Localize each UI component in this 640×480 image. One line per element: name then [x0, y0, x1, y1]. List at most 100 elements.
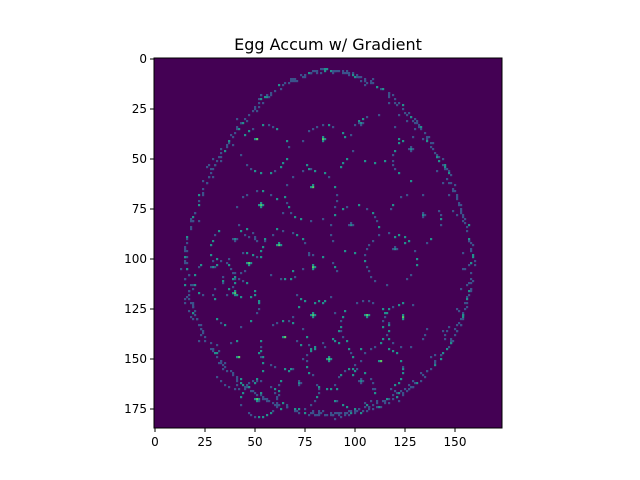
heatmap-cell	[378, 360, 381, 363]
heatmap-cell	[188, 290, 191, 293]
heatmap-cell	[276, 244, 279, 247]
heatmap-cell	[394, 150, 397, 153]
heatmap-cell	[234, 292, 237, 295]
heatmap-cell	[276, 396, 279, 399]
heatmap-cell	[264, 240, 267, 243]
heatmap-cell	[342, 316, 345, 319]
heatmap-cell	[198, 292, 201, 295]
heatmap-cell	[344, 310, 347, 313]
heatmap-cell	[312, 314, 315, 317]
heatmap-cell	[230, 370, 233, 373]
heatmap-cell	[416, 264, 419, 267]
heatmap-cell	[446, 178, 449, 181]
heatmap-cell	[260, 256, 263, 259]
heatmap-cell	[316, 72, 319, 75]
heatmap-cell	[230, 134, 233, 137]
heatmap-cell	[382, 326, 385, 329]
heatmap-cell	[456, 214, 459, 217]
heatmap-cell	[244, 234, 247, 237]
heatmap-cell	[198, 220, 201, 223]
heatmap-cell	[356, 74, 359, 77]
heatmap-cell	[184, 250, 187, 253]
heatmap-cell	[250, 262, 253, 265]
heatmap-cell	[408, 388, 411, 391]
heatmap-cell	[214, 234, 217, 237]
heatmap-cell	[410, 274, 413, 277]
heatmap-cell	[274, 388, 277, 391]
heatmap-cell	[222, 276, 225, 279]
heatmap-cell	[222, 368, 225, 371]
heatmap-cell	[456, 330, 459, 333]
heatmap-cell	[396, 248, 399, 251]
heatmap-cell	[262, 102, 265, 105]
heatmap-cell	[458, 204, 461, 207]
heatmap-cell	[464, 268, 467, 271]
heatmap-cell	[256, 380, 259, 383]
heatmap-cell	[354, 252, 357, 255]
heatmap-cell	[292, 270, 295, 273]
heatmap-cell	[244, 270, 247, 273]
heatmap-cell	[282, 162, 285, 165]
heatmap-cell	[314, 346, 317, 349]
heatmap-cell	[260, 340, 263, 343]
heatmap-cell	[310, 412, 313, 415]
heatmap-cell	[246, 386, 249, 389]
heatmap-cell	[192, 306, 195, 309]
heatmap-cell	[304, 408, 307, 411]
heatmap-cell	[346, 206, 349, 209]
heatmap-cell	[290, 78, 293, 81]
heatmap-cell	[442, 352, 445, 355]
heatmap-cell	[394, 390, 397, 393]
heatmap-cell	[280, 380, 283, 383]
heatmap-cell	[214, 266, 217, 269]
heatmap-cell	[288, 320, 291, 323]
heatmap-cell	[466, 306, 469, 309]
heatmap-cell	[256, 110, 259, 113]
heatmap-cell	[470, 272, 473, 275]
heatmap-cell	[434, 360, 437, 363]
heatmap-cell	[308, 372, 311, 375]
heatmap-cell	[236, 378, 239, 381]
heatmap-cell	[216, 160, 219, 163]
heatmap-cell	[252, 390, 255, 393]
heatmap-cell	[352, 356, 355, 359]
heatmap-cell	[222, 364, 225, 367]
heatmap-cell	[422, 214, 425, 217]
heatmap-cell	[392, 154, 395, 157]
heatmap-cell	[398, 400, 401, 403]
heatmap-cell	[434, 152, 437, 155]
heatmap-cell	[286, 202, 289, 205]
heatmap-cell	[226, 370, 229, 373]
heatmap-cell	[338, 70, 341, 73]
heatmap-cell	[184, 278, 187, 281]
heatmap-cell	[212, 294, 215, 297]
heatmap-cell	[314, 314, 317, 317]
heatmap-cell	[268, 96, 271, 99]
heatmap-cell	[472, 244, 475, 247]
heatmap-cell	[368, 314, 371, 317]
heatmap-cell	[410, 146, 413, 149]
heatmap-cell	[248, 386, 251, 389]
heatmap-cell	[198, 200, 201, 203]
heatmap-cell	[460, 212, 463, 215]
heatmap-cell	[366, 314, 369, 317]
heatmap-cell	[186, 262, 189, 265]
heatmap-cell	[342, 208, 345, 211]
heatmap-cell	[202, 330, 205, 333]
heatmap-cell	[284, 82, 287, 85]
heatmap-cell	[236, 118, 239, 121]
heatmap-cell	[384, 312, 387, 315]
heatmap-cell	[324, 68, 327, 71]
heatmap-cell	[388, 338, 391, 341]
heatmap-cell	[276, 406, 279, 409]
heatmap-cell	[244, 134, 247, 137]
heatmap-cell	[290, 80, 293, 83]
heatmap-cell	[304, 300, 307, 303]
heatmap-cell	[236, 376, 239, 379]
heatmap-cell	[340, 416, 343, 419]
heatmap-cell	[242, 392, 245, 395]
heatmap-cell	[448, 172, 451, 175]
heatmap-cell	[344, 136, 347, 139]
heatmap-cell	[254, 290, 257, 293]
heatmap-cell	[350, 224, 353, 227]
